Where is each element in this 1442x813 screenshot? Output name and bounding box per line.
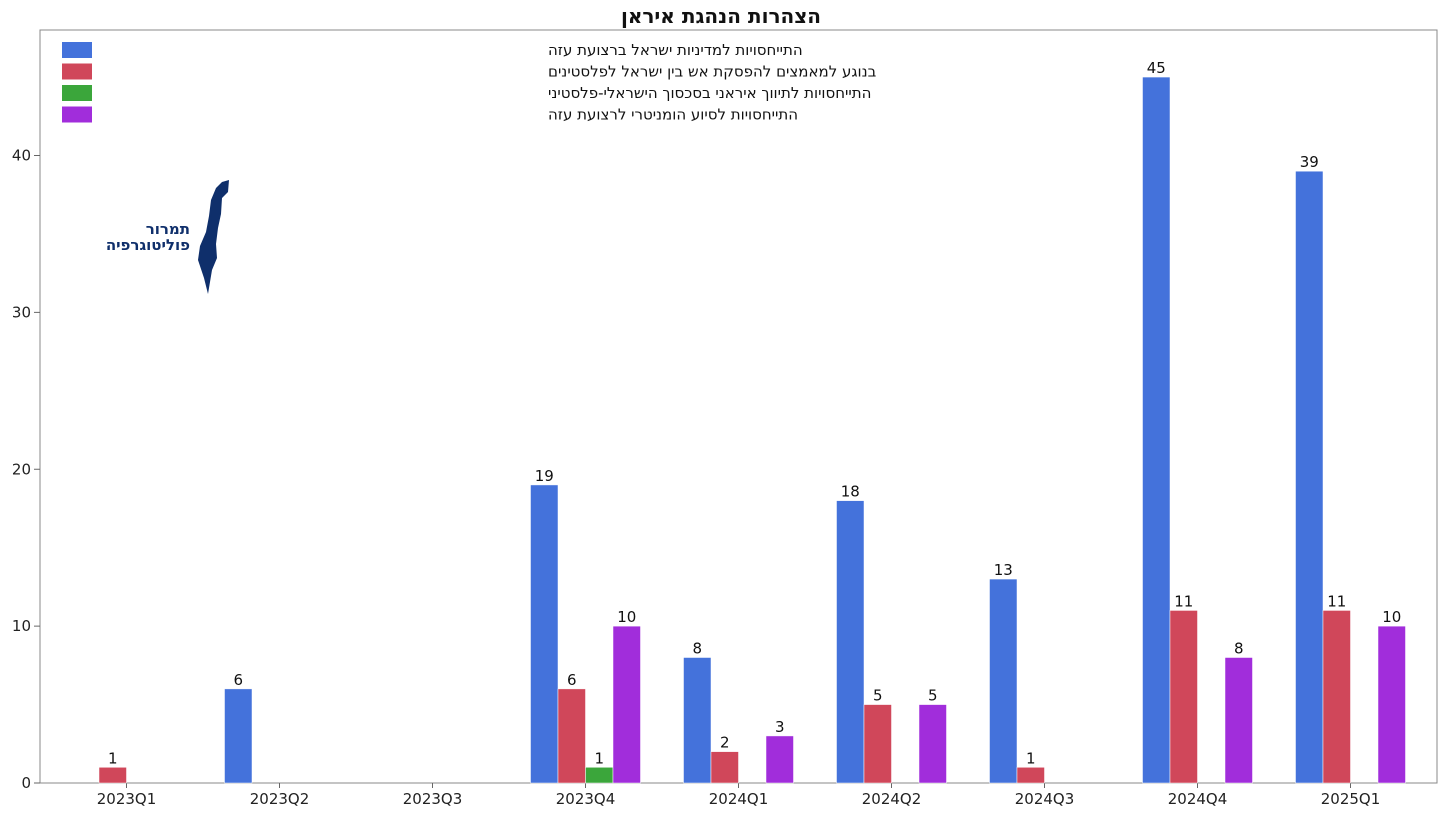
x-tick-label: 2024Q1 bbox=[709, 790, 769, 808]
x-tick-label: 2024Q2 bbox=[862, 790, 922, 808]
data-label: 1 bbox=[1026, 749, 1036, 767]
data-label: 11 bbox=[1327, 592, 1346, 610]
bar bbox=[1224, 657, 1253, 784]
data-label: 5 bbox=[928, 687, 938, 705]
israel-map-icon bbox=[198, 180, 229, 294]
bar bbox=[224, 688, 253, 784]
bar bbox=[863, 704, 892, 784]
x-tick-label: 2025Q1 bbox=[1321, 790, 1381, 808]
bar bbox=[989, 578, 1018, 784]
chart-title: הצהרות הנהגת איראן bbox=[620, 4, 822, 28]
bar bbox=[710, 751, 739, 784]
y-tick-label: 40 bbox=[12, 147, 31, 165]
bar bbox=[836, 500, 865, 784]
data-label: 5 bbox=[873, 687, 883, 705]
logo-line2: פוליטוגרפיה bbox=[106, 236, 190, 254]
bar bbox=[530, 484, 559, 784]
data-label: 13 bbox=[994, 561, 1013, 579]
legend-swatch bbox=[62, 85, 92, 101]
y-tick-label: 0 bbox=[21, 774, 31, 792]
legend-swatch bbox=[62, 42, 92, 58]
bar bbox=[918, 704, 947, 784]
legend-entry: בנוגע למאמצים להפסקת אש בין ישראל לפלסטי… bbox=[548, 63, 877, 81]
legend-entry: התייחסויות לתיווך איראני בסכסוך הישראלי-… bbox=[548, 84, 871, 102]
data-label: 6 bbox=[233, 671, 243, 689]
bar bbox=[1322, 610, 1351, 784]
data-label: 1 bbox=[594, 749, 604, 767]
data-label: 6 bbox=[567, 671, 577, 689]
bar bbox=[98, 767, 127, 784]
plot-frame bbox=[39, 29, 1438, 784]
data-label: 3 bbox=[775, 718, 785, 736]
y-tick-label: 20 bbox=[12, 460, 31, 478]
data-label: 1 bbox=[108, 749, 118, 767]
bar bbox=[683, 657, 712, 784]
legend-swatch bbox=[62, 63, 92, 80]
data-label: 18 bbox=[841, 483, 860, 501]
data-label: 19 bbox=[535, 467, 554, 485]
x-tick-label: 2024Q4 bbox=[1168, 790, 1228, 808]
x-tick-label: 2024Q3 bbox=[1015, 790, 1075, 808]
data-label: 2 bbox=[720, 734, 730, 752]
x-tick-label: 2023Q2 bbox=[250, 790, 310, 808]
legend-entry: התייחסויות למדיניות ישראל ברצועת עזה bbox=[548, 41, 803, 59]
legend-swatch bbox=[62, 106, 92, 123]
data-label: 8 bbox=[1234, 640, 1244, 658]
y-tick-label: 30 bbox=[12, 303, 31, 321]
bar bbox=[1169, 610, 1198, 784]
label-layer: 1 6 19 6 1 10 8 2 3 18 5 5 13 1 45 11 8 39 11 10 bbox=[108, 59, 1401, 767]
bar bbox=[1142, 76, 1171, 784]
logo: תמרור פוליטוגרפיה bbox=[106, 180, 229, 294]
data-label: 39 bbox=[1300, 153, 1319, 171]
axis-layer: 0 10 20 30 40 2023Q1 2023Q2 2023Q3 2023Q4 2024Q1 2… bbox=[12, 147, 1380, 809]
data-label: 8 bbox=[692, 640, 702, 658]
data-label: 10 bbox=[1382, 608, 1401, 626]
y-tick-label: 10 bbox=[12, 617, 31, 635]
x-tick-label: 2023Q4 bbox=[556, 790, 616, 808]
x-tick-label: 2023Q1 bbox=[97, 790, 157, 808]
bar bbox=[557, 688, 586, 784]
legend-entry: התייחסויות לסיוע הומניטרי לרצועת עזה bbox=[548, 106, 798, 124]
bar bbox=[1377, 625, 1406, 784]
bar bbox=[585, 767, 614, 784]
data-label: 10 bbox=[617, 608, 636, 626]
bar-layer bbox=[98, 76, 1406, 784]
data-label: 11 bbox=[1174, 592, 1193, 610]
bar bbox=[1016, 767, 1045, 784]
legend: התייחסויות למדיניות ישראל ברצועת עזה בנוג… bbox=[62, 41, 877, 124]
bar bbox=[1295, 170, 1324, 784]
logo-line1: תמרור bbox=[146, 220, 190, 238]
data-label: 45 bbox=[1147, 59, 1166, 77]
bar bbox=[765, 735, 794, 784]
bar bbox=[612, 625, 641, 784]
x-tick-label: 2023Q3 bbox=[403, 790, 463, 808]
